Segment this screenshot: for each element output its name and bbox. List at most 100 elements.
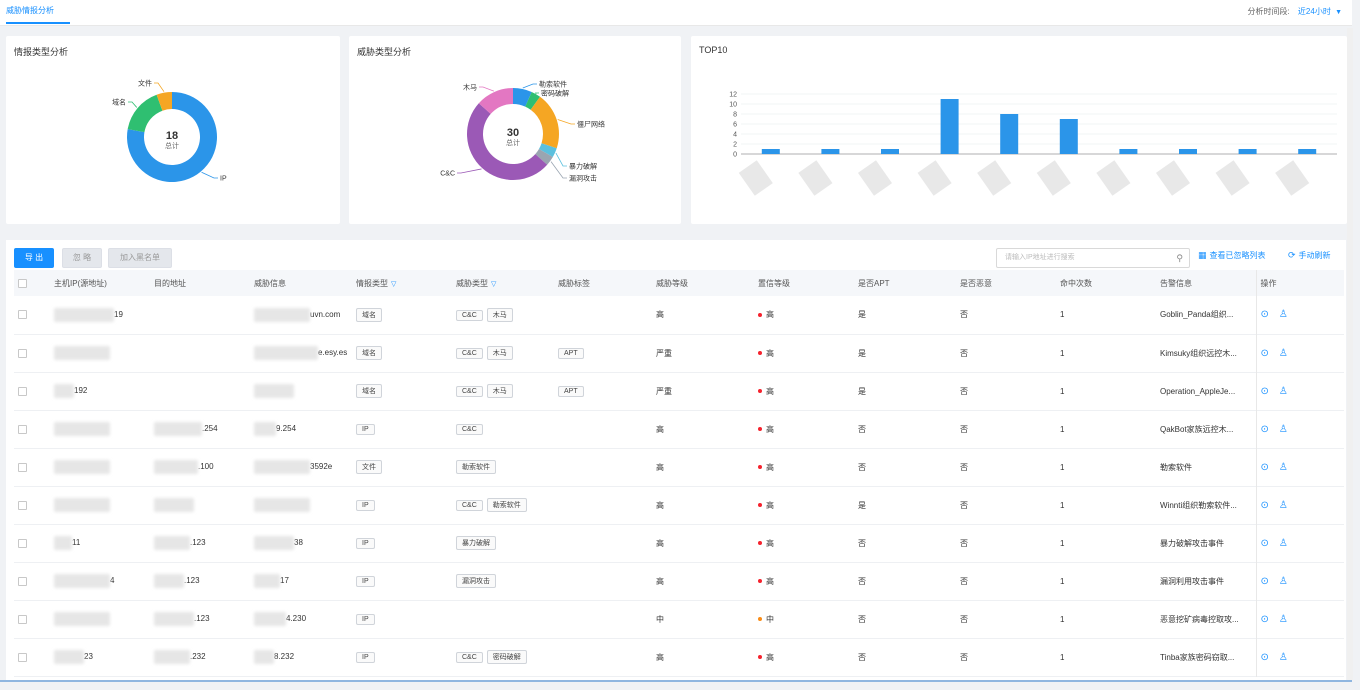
- row-checkbox-cell[interactable]: [14, 562, 50, 600]
- table-row[interactable]: IP C&C 勒索软件高高是否 1 Winnti组织勒索软件... ⊙ ♙: [14, 486, 1344, 524]
- redacted-block: [54, 422, 110, 436]
- user-icon[interactable]: ♙: [1278, 309, 1288, 321]
- row-checkbox-cell[interactable]: [14, 410, 50, 448]
- bar[interactable]: [940, 99, 959, 154]
- row-checkbox-cell[interactable]: [14, 524, 50, 562]
- hits-cell-text: 1: [1060, 348, 1065, 358]
- bar[interactable]: [1179, 149, 1197, 154]
- user-icon[interactable]: ♙: [1278, 461, 1288, 473]
- row-checkbox[interactable]: [18, 310, 27, 320]
- bar[interactable]: [1238, 149, 1257, 154]
- detail-icon[interactable]: ⊙: [1260, 461, 1269, 473]
- export-button[interactable]: 导 出: [14, 248, 54, 268]
- table-row[interactable]: 192 域名 C&C 木马 APT 严重 高 是 否 1 Operation_AppleJe... ⊙…: [14, 372, 1344, 410]
- confidence-cell: 高: [754, 562, 854, 600]
- threat-tag: 勒索软件: [456, 460, 496, 474]
- detail-icon[interactable]: ⊙: [1260, 499, 1269, 511]
- table-row[interactable]: 19 uvn.com 域名 C&C 木马高高是否 1 Goblin_Panda组织... ⊙ ♙: [14, 296, 1344, 334]
- select-all-cell[interactable]: [14, 270, 50, 296]
- donut-slice[interactable]: [538, 143, 557, 157]
- table-row[interactable]: .123 4.230 IP 中中否否 1 恶意挖矿病毒控取攻... ⊙ ♙: [14, 600, 1344, 638]
- detail-icon[interactable]: ⊙: [1260, 575, 1269, 587]
- manual-refresh-link[interactable]: ⟳ 手动刷新: [1288, 250, 1331, 261]
- search-icon[interactable]: ⚲: [1176, 253, 1183, 263]
- user-icon[interactable]: ♙: [1278, 651, 1288, 663]
- hits-cell: 1: [1056, 334, 1156, 372]
- bar[interactable]: [821, 149, 840, 154]
- row-checkbox-cell[interactable]: [14, 600, 50, 638]
- donut-slice[interactable]: [467, 103, 548, 181]
- ip-search-input[interactable]: 请输入IP地址进行搜索 ⚲: [996, 248, 1190, 268]
- add-blacklist-button[interactable]: 加入黑名单: [108, 248, 172, 268]
- detail-icon[interactable]: ⊙: [1260, 537, 1269, 549]
- row-checkbox[interactable]: [18, 652, 27, 662]
- detail-icon[interactable]: ⊙: [1260, 309, 1269, 321]
- row-checkbox[interactable]: [18, 614, 27, 624]
- detail-icon[interactable]: ⊙: [1260, 347, 1269, 359]
- donut-slice[interactable]: [530, 96, 559, 149]
- time-range-selector[interactable]: 分析时间段: 近24小时 ▼: [1247, 6, 1342, 17]
- table-row[interactable]: 23 .232 8.232 IP C&C 密码破解 高 高 否 否 1 Tinba家族密码窃取... ⊙…: [14, 638, 1344, 676]
- row-checkbox-cell[interactable]: [14, 638, 50, 676]
- user-icon[interactable]: ♙: [1278, 385, 1288, 397]
- donut-slice[interactable]: [513, 88, 532, 107]
- row-checkbox-cell[interactable]: [14, 448, 50, 486]
- donut-slice[interactable]: [478, 88, 513, 114]
- donut-slice[interactable]: [525, 91, 541, 110]
- row-checkbox[interactable]: [18, 462, 27, 472]
- page-scrollbar[interactable]: [1347, 28, 1353, 680]
- row-checkbox-cell[interactable]: [14, 296, 50, 334]
- apt-cell-text: 否: [858, 576, 866, 586]
- row-checkbox-cell[interactable]: [14, 372, 50, 410]
- table-row[interactable]: e.esy.es 域名 C&C 木马 APT 严重 高 是 否 1 Kimsuky组织远控木... ⊙…: [14, 334, 1344, 372]
- row-checkbox[interactable]: [18, 348, 27, 358]
- donut-slice[interactable]: [127, 94, 163, 133]
- row-checkbox-cell[interactable]: [14, 486, 50, 524]
- threat-level-cell: 高: [652, 296, 754, 334]
- detail-icon[interactable]: ⊙: [1260, 423, 1269, 435]
- ignore-button[interactable]: 忽 略: [62, 248, 102, 268]
- bar[interactable]: [1059, 119, 1078, 154]
- donut-slice[interactable]: [127, 92, 218, 182]
- row-checkbox[interactable]: [18, 576, 27, 586]
- alert-cell: Tinba家族密码窃取...: [1156, 638, 1256, 676]
- alert-cell: 漏洞利用攻击事件: [1156, 562, 1256, 600]
- bar[interactable]: [1000, 114, 1019, 154]
- select-all-checkbox[interactable]: [18, 278, 27, 288]
- table-row[interactable]: .100 3592e 文件 勒索软件高高否否 1 勒索软件 ⊙ ♙: [14, 448, 1344, 486]
- status-dot: [758, 579, 762, 584]
- detail-icon[interactable]: ⊙: [1260, 613, 1269, 625]
- row-checkbox[interactable]: [18, 500, 27, 510]
- filter-icon[interactable]: ▽: [491, 280, 497, 288]
- detail-icon[interactable]: ⊙: [1260, 651, 1269, 663]
- donut-slice[interactable]: [535, 149, 553, 165]
- table-row[interactable]: 4.123 17 IP 漏洞攻击高高否否 1 漏洞利用攻击事件 ⊙ ♙: [14, 562, 1344, 600]
- user-icon[interactable]: ♙: [1278, 537, 1288, 549]
- view-ignored-list-link[interactable]: ▦ 查看已忽略列表: [1198, 250, 1266, 261]
- row-checkbox[interactable]: [18, 424, 27, 434]
- detail-icon[interactable]: ⊙: [1260, 385, 1269, 397]
- table-row[interactable]: .254 9.254 IP C&C 高高否否 1 QakBot家族远控木... ⊙ ♙: [14, 410, 1344, 448]
- user-icon[interactable]: ♙: [1278, 575, 1288, 587]
- time-range-value[interactable]: 近24小时: [1297, 7, 1331, 16]
- bar[interactable]: [761, 149, 780, 154]
- user-icon[interactable]: ♙: [1278, 613, 1288, 625]
- user-icon[interactable]: ♙: [1278, 499, 1288, 511]
- redacted-block: [254, 346, 318, 360]
- threat-level-cell: 高: [652, 562, 754, 600]
- info-cell-text: uvn.com: [310, 309, 341, 319]
- donut-slice[interactable]: [156, 92, 172, 111]
- bar[interactable]: [1298, 149, 1317, 154]
- filter-icon[interactable]: ▽: [391, 280, 397, 288]
- user-icon[interactable]: ♙: [1278, 347, 1288, 359]
- row-checkbox-cell[interactable]: [14, 334, 50, 372]
- bar[interactable]: [881, 149, 899, 154]
- hits-cell-text: 1: [1060, 500, 1065, 510]
- tab-threat-intel-analysis[interactable]: 威胁情报分析: [6, 4, 70, 24]
- row-checkbox[interactable]: [18, 538, 27, 548]
- row-checkbox[interactable]: [18, 386, 27, 396]
- bar[interactable]: [1119, 149, 1138, 154]
- table-row[interactable]: 11.123 38 IP 暴力破解高高否否 1 暴力破解攻击事件 ⊙ ♙: [14, 524, 1344, 562]
- user-icon[interactable]: ♙: [1278, 423, 1288, 435]
- redacted-x-label: [917, 160, 952, 196]
